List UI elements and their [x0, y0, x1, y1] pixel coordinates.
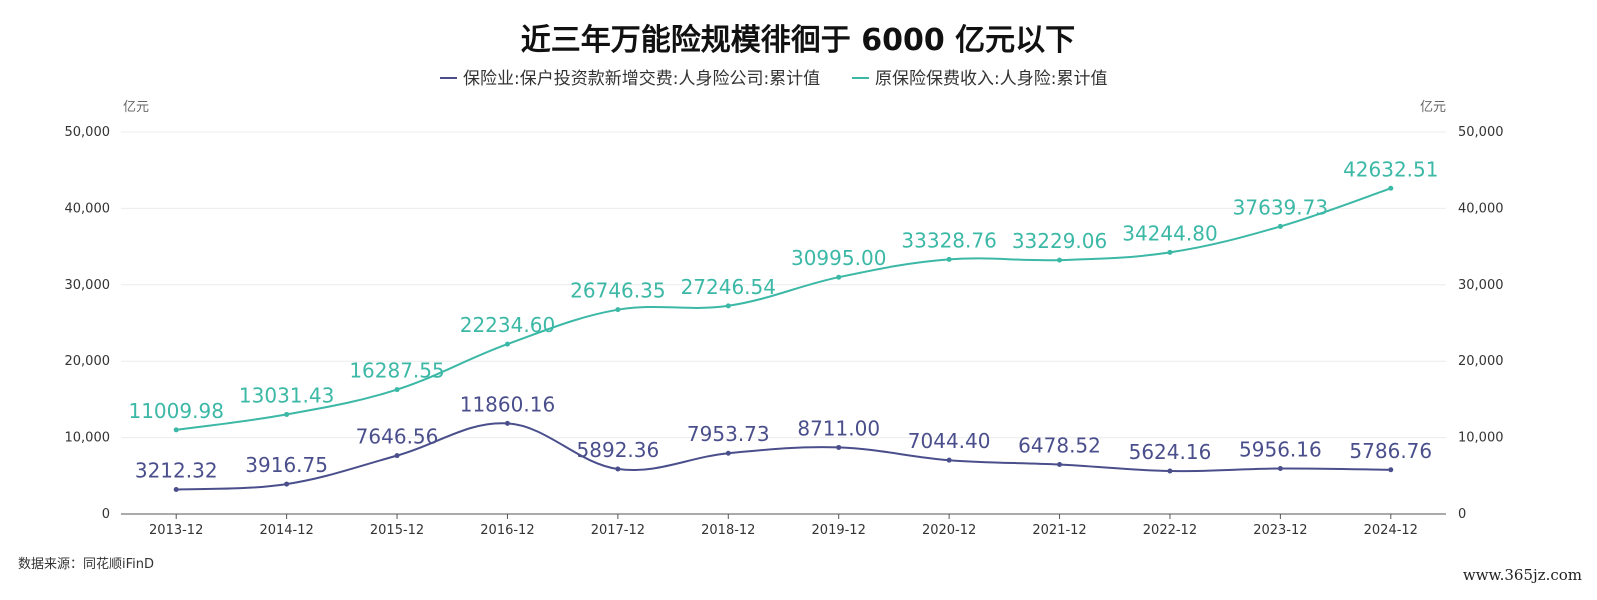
data-point-series-1 — [725, 450, 731, 456]
data-label-series-1: 3916.75 — [245, 453, 328, 477]
data-point-series-1 — [1057, 462, 1063, 468]
y-tick-label-left: 10,000 — [65, 431, 111, 446]
data-point-series-1 — [946, 457, 952, 463]
data-point-series-2 — [836, 274, 842, 280]
data-label-series-2: 26746.35 — [570, 279, 665, 303]
data-point-series-1 — [1277, 465, 1283, 471]
y-tick-label-right: 10,000 — [1458, 431, 1504, 446]
data-label-series-2: 11009.98 — [128, 399, 223, 423]
data-point-series-1 — [173, 486, 179, 492]
data-label-series-2: 42632.51 — [1343, 157, 1438, 181]
y-tick-label-left: 30,000 — [65, 278, 111, 293]
data-label-series-2: 16287.55 — [349, 359, 444, 383]
data-label-series-1: 3212.32 — [135, 458, 218, 482]
data-point-series-1 — [1167, 468, 1173, 474]
data-point-series-2 — [173, 427, 179, 433]
data-point-series-1 — [394, 453, 400, 459]
data-point-series-1 — [284, 481, 290, 487]
data-label-series-2: 33328.76 — [901, 228, 996, 252]
y-tick-label-left: 0 — [102, 507, 110, 522]
data-label-series-2: 37639.73 — [1233, 195, 1328, 219]
left-axis-ticks: 0 10,000 20,000 30,000 40,000 50,000 — [65, 125, 111, 522]
data-point-series-1 — [615, 466, 621, 472]
data-point-series-2 — [1167, 249, 1173, 255]
gridlines — [121, 131, 1446, 439]
y-tick-label-right: 50,000 — [1458, 125, 1504, 140]
data-point-series-2 — [1277, 223, 1283, 229]
data-point-series-2 — [725, 303, 731, 309]
y-tick-label-left: 20,000 — [65, 354, 111, 369]
y-tick-label-right: 40,000 — [1458, 201, 1504, 216]
data-label-series-2: 34244.80 — [1122, 221, 1217, 245]
watermark: www.365jz.com — [1463, 566, 1582, 584]
x-tick-label: 2017-12 — [591, 523, 645, 538]
data-point-series-2 — [284, 411, 290, 417]
data-point-series-1 — [504, 420, 510, 426]
y-tick-label-left: 40,000 — [65, 201, 111, 216]
data-label-series-1: 6478.52 — [1018, 434, 1101, 458]
data-label-series-1: 11860.16 — [460, 392, 555, 416]
x-tick-label: 2020-12 — [922, 523, 976, 538]
x-axis-ticks: 2013-12 2014-12 2015-12 2016-12 2017-12 2018-… — [149, 514, 1418, 538]
data-label-series-1: 5624.16 — [1129, 440, 1212, 464]
x-tick-label: 2013-12 — [149, 523, 203, 538]
chart-title: 近三年万能险规模徘徊于 6000 亿元以下 — [521, 23, 1075, 58]
right-axis-ticks: 0 10,000 20,000 30,000 40,000 50,000 — [1458, 125, 1504, 522]
x-tick-label: 2014-12 — [259, 523, 313, 538]
x-tick-label: 2019-12 — [812, 523, 866, 538]
legend-label-series-2[interactable]: 原保险保费收入:人身险:累计值 — [875, 69, 1107, 89]
data-label-series-2: 22234.60 — [460, 313, 555, 337]
left-axis-unit: 亿元 — [123, 100, 149, 115]
y-tick-label-right: 20,000 — [1458, 354, 1504, 369]
data-label-series-1: 7044.40 — [908, 429, 991, 453]
data-label-series-2: 27246.54 — [681, 275, 776, 299]
x-tick-label: 2015-12 — [370, 523, 424, 538]
y-tick-label-right: 0 — [1458, 507, 1466, 522]
data-point-series-2 — [394, 387, 400, 393]
data-point-series-2 — [1388, 185, 1394, 191]
y-tick-label-left: 50,000 — [65, 125, 111, 140]
data-label-series-2: 30995.00 — [791, 246, 886, 270]
data-point-series-2 — [615, 307, 621, 313]
data-source-note: 数据来源：同花顺iFinD — [18, 556, 154, 572]
data-label-series-2: 33229.06 — [1012, 229, 1107, 253]
data-point-series-2 — [1057, 257, 1063, 263]
series-layer: 3212.32 3916.75 7646.56 11860.16 5892.36 7953… — [128, 157, 1439, 492]
data-label-series-1: 7646.56 — [356, 425, 439, 449]
data-label-series-2: 13031.43 — [239, 383, 334, 407]
data-label-series-1: 7953.73 — [687, 422, 770, 446]
x-tick-label: 2018-12 — [701, 523, 755, 538]
x-tick-label: 2022-12 — [1143, 523, 1197, 538]
data-point-series-1 — [1388, 467, 1394, 473]
data-label-series-1: 5786.76 — [1349, 439, 1432, 463]
right-axis-unit: 亿元 — [1420, 100, 1446, 115]
legend-label-series-1[interactable]: 保险业:保户投资款新增交费:人身险公司:累计值 — [463, 69, 820, 89]
data-label-series-1: 8711.00 — [797, 416, 880, 440]
legend[interactable]: 保险业:保户投资款新增交费:人身险公司:累计值 原保险保费收入:人身险:累计值 — [440, 69, 1107, 89]
x-tick-label: 2024-12 — [1364, 523, 1418, 538]
y-tick-label-right: 30,000 — [1458, 278, 1504, 293]
x-tick-label: 2016-12 — [480, 523, 534, 538]
series-line-1 — [176, 422, 1391, 491]
x-tick-label: 2021-12 — [1032, 523, 1086, 538]
data-point-series-1 — [836, 444, 842, 450]
data-label-series-1: 5956.16 — [1239, 437, 1322, 461]
data-label-series-1: 5892.36 — [577, 438, 660, 462]
x-tick-label: 2023-12 — [1253, 523, 1307, 538]
data-point-series-2 — [504, 341, 510, 347]
data-point-series-2 — [946, 256, 952, 262]
series-line-2 — [176, 187, 1392, 431]
